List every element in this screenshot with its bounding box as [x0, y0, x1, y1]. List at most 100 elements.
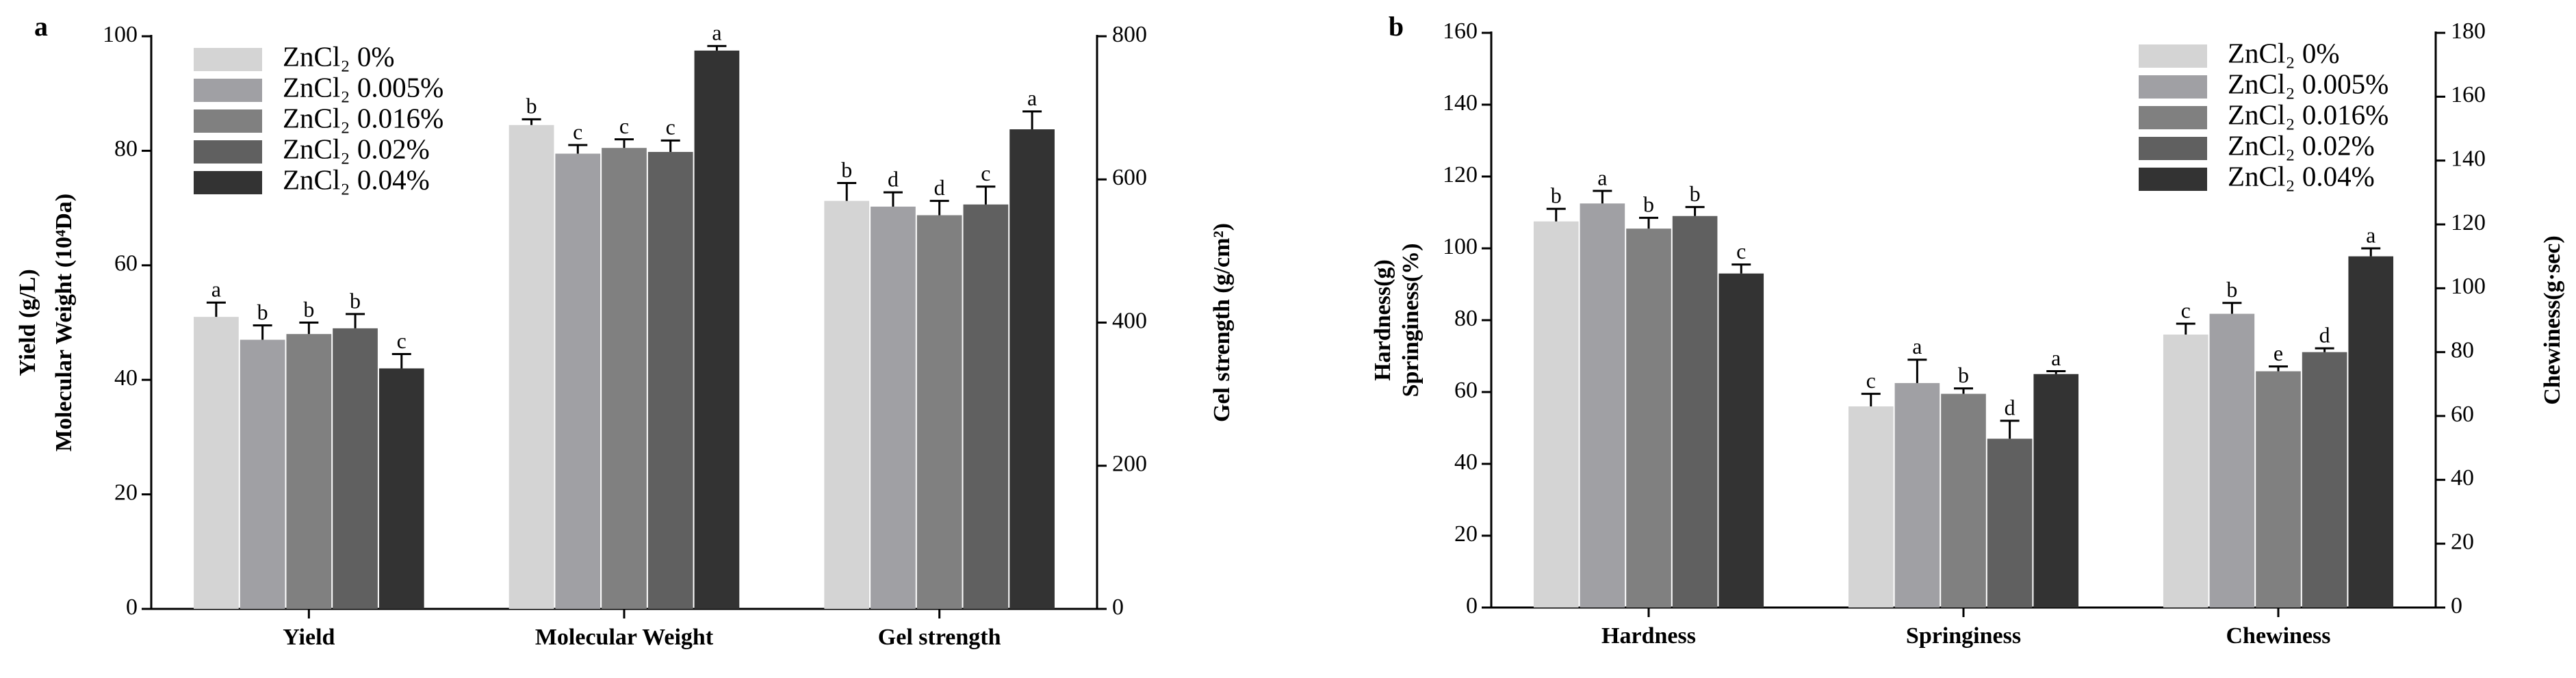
y2-tick-label: 160: [2451, 82, 2486, 107]
y2-tick-label: 120: [2451, 210, 2486, 235]
legend-label: ZnCl₂ 0.016%: [2228, 99, 2388, 130]
legend-swatch: [194, 171, 262, 194]
y2-axis-label: Chewiness(g·sec): [2540, 235, 2565, 404]
bar: [194, 317, 239, 609]
y-tick-label: 40: [114, 365, 138, 391]
legend-label: ZnCl₂ 0.02%: [2228, 129, 2375, 161]
y-axis-label: Yield (g/L): [15, 269, 40, 376]
significance-label: c: [1866, 368, 1876, 393]
bar: [1672, 216, 1718, 608]
legend-label: ZnCl₂ 0%: [2228, 37, 2339, 68]
bar: [963, 204, 1009, 609]
bar: [1941, 393, 1986, 608]
significance-label: b: [303, 297, 314, 322]
y2-tick-label: 0: [2451, 593, 2462, 618]
y-tick-label: 0: [1466, 593, 1478, 618]
legend-swatch: [194, 109, 262, 133]
significance-label: d: [888, 166, 899, 191]
significance-label: d: [934, 175, 945, 200]
y2-tick-label: 200: [1112, 452, 1147, 477]
y2-tick-label: 180: [2451, 18, 2486, 44]
y-tick-label: 20: [114, 480, 138, 505]
legend-swatch: [194, 79, 262, 102]
y2-tick-label: 20: [2451, 529, 2474, 554]
bar: [240, 339, 285, 609]
y2-tick-label: 140: [2451, 146, 2486, 171]
x-tick-label: Molecular Weight: [535, 625, 714, 650]
bar: [1626, 229, 1671, 608]
y2-tick-label: 80: [2451, 337, 2474, 363]
significance-label: b: [350, 288, 361, 313]
significance-label: b: [1958, 363, 1969, 387]
bar: [2209, 313, 2255, 608]
bar: [1894, 382, 1940, 608]
legend-swatch: [2139, 137, 2207, 160]
significance-label: a: [2051, 345, 2061, 370]
bar: [555, 153, 601, 609]
y-axis-label: Hardness(g): [1370, 259, 1395, 381]
significance-label: c: [397, 328, 407, 353]
y-tick-label: 80: [1454, 306, 1478, 331]
bar: [333, 328, 378, 609]
y2-tick-label: 0: [1112, 595, 1124, 620]
bar: [824, 200, 870, 609]
significance-label: e: [2274, 341, 2283, 365]
legend-swatch: [2139, 75, 2207, 99]
significance-label: a: [1597, 165, 1607, 190]
bar: [508, 125, 554, 610]
bar: [286, 334, 332, 609]
significance-label: d: [2319, 322, 2330, 347]
y-tick-label: 100: [103, 22, 138, 47]
legend-label: ZnCl₂ 0.04%: [2228, 160, 2375, 192]
y-tick-label: 100: [1443, 234, 1478, 259]
y-axis-label: Molecular Weight (10⁴Da): [51, 194, 77, 452]
bar: [1718, 273, 1764, 608]
bar: [916, 215, 962, 609]
bar: [2302, 352, 2347, 608]
significance-label: a: [712, 21, 721, 45]
panel-label: a: [34, 11, 48, 42]
legend-label: ZnCl₂ 0.005%: [2228, 68, 2388, 99]
bar: [1987, 439, 2033, 608]
legend-label: ZnCl₂ 0%: [283, 40, 394, 72]
significance-label: b: [2226, 277, 2237, 302]
x-tick-label: Gel strength: [878, 625, 1001, 650]
legend-label: ZnCl₂ 0.005%: [283, 71, 443, 103]
y-tick-label: 0: [126, 595, 138, 620]
x-tick-label: Yield: [283, 625, 335, 650]
bar: [871, 207, 916, 609]
bar: [1009, 129, 1055, 609]
significance-label: c: [1736, 239, 1746, 263]
bar: [1848, 406, 1894, 608]
bar: [2256, 371, 2301, 608]
y-tick-label: 60: [1454, 378, 1478, 403]
bar: [1533, 221, 1579, 608]
y-tick-label: 20: [1454, 521, 1478, 547]
significance-label: c: [981, 161, 990, 185]
bar: [2348, 256, 2394, 608]
bar: [378, 368, 424, 609]
y2-tick-label: 400: [1112, 308, 1147, 333]
significance-label: c: [2181, 298, 2191, 322]
panel-label: b: [1389, 11, 1404, 42]
legend-swatch: [194, 140, 262, 164]
legend-swatch: [2139, 168, 2207, 191]
y2-tick-label: 40: [2451, 465, 2474, 491]
bar: [647, 152, 693, 610]
significance-label: c: [666, 115, 675, 140]
x-tick-label: Hardness: [1601, 623, 1696, 649]
significance-label: b: [1690, 181, 1701, 206]
significance-label: a: [1912, 334, 1922, 358]
y-tick-label: 120: [1443, 162, 1478, 187]
y2-axis-label: Gel strength (g/cm²): [1209, 223, 1235, 422]
y-tick-label: 40: [1454, 449, 1478, 475]
legend-swatch: [194, 48, 262, 71]
y-tick-label: 160: [1443, 18, 1478, 44]
legend-swatch: [2139, 106, 2207, 129]
bar: [602, 148, 647, 610]
y-tick-label: 140: [1443, 90, 1478, 116]
bar: [2033, 374, 2079, 608]
significance-label: b: [1643, 192, 1654, 217]
x-tick-label: Chewiness: [2226, 623, 2330, 649]
